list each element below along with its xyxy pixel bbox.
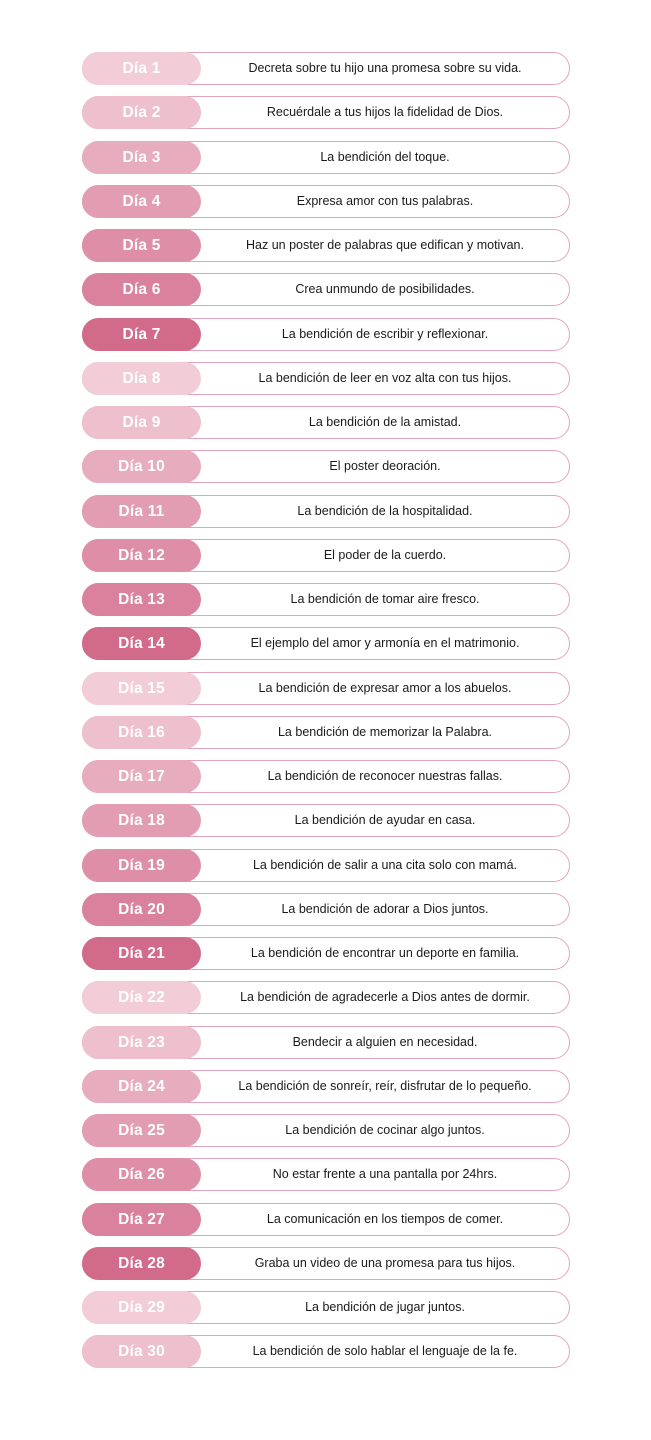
day-activity-text: Expresa amor con tus palabras. bbox=[296, 193, 474, 208]
day-row: Día 19 La bendición de salir a una cita s… bbox=[82, 848, 570, 882]
day-activity-text: La bendición de cocinar algo juntos. bbox=[285, 1123, 485, 1137]
day-list: Día 1 Decreta sobre tu hijo una promesa s… bbox=[82, 52, 570, 1380]
day-row: Día 23 Bendecir a alguien en necesidad. bbox=[82, 1025, 570, 1059]
day-row: Día 11 La bendición de la hospitalidad. bbox=[82, 494, 570, 528]
day-badge: Día 24 bbox=[82, 1069, 201, 1103]
day-row: Día 14 El ejemplo del amor y armonía en e… bbox=[82, 627, 570, 661]
day-activity-text: La bendición de expresar amor a los abue… bbox=[258, 680, 512, 695]
day-activity-text: La bendición de jugar juntos. bbox=[305, 1300, 465, 1314]
day-badge: Día 15 bbox=[82, 671, 201, 705]
day-row: Día 15 La bendición de expresar amor a lo… bbox=[82, 671, 570, 705]
day-badge: Día 19 bbox=[82, 848, 201, 882]
day-activity-text: La bendición de escribir y reflexionar. bbox=[281, 326, 489, 341]
day-activity-text: Graba un video de una promesa para tus h… bbox=[254, 1255, 516, 1270]
day-badge: Día 27 bbox=[82, 1202, 201, 1236]
day-row: Día 18 La bendición de ayudar en casa. bbox=[82, 804, 570, 838]
day-activity-text: El poster deoración. bbox=[329, 459, 441, 474]
day-row: Día 2 Recuérdale a tus hijos la fidelidad… bbox=[82, 96, 570, 130]
day-activity-text: Crea unmundo de posibilidades. bbox=[295, 282, 475, 297]
day-badge: Día 5 bbox=[82, 229, 201, 262]
day-badge: Día 7 bbox=[82, 317, 201, 351]
day-activity-text: Haz un poster de palabras que edifican y… bbox=[246, 238, 524, 252]
day-activity-text: La bendición de adorar a Dios juntos. bbox=[281, 901, 489, 916]
day-activity-text: No estar frente a una pantalla por 24hrs… bbox=[272, 1167, 498, 1182]
day-row: Día 10 El poster deoración. bbox=[82, 450, 570, 484]
day-row: Día 25 La bendición de cocinar algo junto… bbox=[82, 1114, 570, 1147]
day-badge: Día 25 bbox=[82, 1114, 201, 1147]
day-row: Día 22 La bendición de agradecerle a Dios… bbox=[82, 981, 570, 1015]
day-badge: Día 28 bbox=[82, 1246, 201, 1280]
day-badge: Día 1 bbox=[82, 52, 201, 85]
day-badge: Día 2 bbox=[82, 96, 201, 130]
day-row: Día 26 No estar frente a una pantalla por… bbox=[82, 1158, 570, 1192]
day-badge: Día 16 bbox=[82, 715, 201, 749]
day-activity-text: Recuérdale a tus hijos la fidelidad de D… bbox=[266, 105, 504, 120]
day-badge: Día 26 bbox=[82, 1158, 201, 1192]
day-activity-text: La bendición del toque. bbox=[320, 149, 450, 164]
day-activity-text: La bendición de encontrar un deporte en … bbox=[250, 946, 520, 960]
day-activity-text: El ejemplo del amor y armonía en el matr… bbox=[250, 636, 520, 651]
day-activity-text: La bendición de la hospitalidad. bbox=[297, 503, 473, 518]
day-badge: Día 22 bbox=[82, 981, 201, 1015]
day-row: Día 17 La bendición de reconocer nuestras… bbox=[82, 760, 570, 793]
day-row: Día 6 Crea unmundo de posibilidades. bbox=[82, 273, 570, 307]
day-row: Día 16 La bendición de memorizar la Palab… bbox=[82, 715, 570, 749]
day-row: Día 27 La comunicación en los tiempos de … bbox=[82, 1202, 570, 1236]
day-badge: Día 23 bbox=[82, 1025, 201, 1059]
day-badge: Día 14 bbox=[82, 627, 201, 661]
day-badge: Día 18 bbox=[82, 804, 201, 838]
day-badge: Día 6 bbox=[82, 273, 201, 307]
day-row: Día 29 La bendición de jugar juntos. bbox=[82, 1291, 570, 1324]
day-row: Día 30 La bendición de solo hablar el len… bbox=[82, 1335, 570, 1369]
day-row: Día 13 La bendición de tomar aire fresco. bbox=[82, 583, 570, 616]
day-activity-text: La bendición de leer en voz alta con tus… bbox=[258, 370, 512, 385]
day-row: Día 5 Haz un poster de palabras que edifi… bbox=[82, 229, 570, 262]
day-badge: Día 8 bbox=[82, 361, 201, 395]
day-badge: Día 10 bbox=[82, 450, 201, 484]
day-badge: Día 20 bbox=[82, 892, 201, 926]
day-activity-text: El poder de la cuerdo. bbox=[323, 547, 447, 562]
day-row: Día 8 La bendición de leer en voz alta co… bbox=[82, 361, 570, 395]
day-activity-text: La bendición de reconocer nuestras falla… bbox=[267, 769, 503, 783]
day-activity-text: La bendición de memorizar la Palabra. bbox=[277, 724, 492, 739]
day-row: Día 24 La bendición de sonreír, reír, dis… bbox=[82, 1069, 570, 1103]
day-badge: Día 13 bbox=[82, 583, 201, 616]
day-badge: Día 30 bbox=[82, 1335, 201, 1369]
day-activity-text: La comunicación en los tiempos de comer. bbox=[266, 1211, 504, 1226]
day-activity-text: Bendecir a alguien en necesidad. bbox=[292, 1034, 478, 1049]
day-activity-text: La bendición de sonreír, reír, disfrutar… bbox=[238, 1078, 532, 1093]
day-row: Día 7 La bendición de escribir y reflexio… bbox=[82, 317, 570, 351]
day-badge: Día 21 bbox=[82, 937, 201, 970]
day-activity-text: Decreta sobre tu hijo una promesa sobre … bbox=[248, 61, 522, 75]
day-row: Día 28 Graba un video de una promesa para… bbox=[82, 1246, 570, 1280]
day-activity-text: La bendición de salir a una cita solo co… bbox=[252, 857, 518, 872]
day-activity-text: La bendición de ayudar en casa. bbox=[294, 813, 476, 828]
day-badge: Día 17 bbox=[82, 760, 201, 793]
day-row: Día 12 El poder de la cuerdo. bbox=[82, 538, 570, 572]
day-badge: Día 9 bbox=[82, 406, 201, 439]
day-row: Día 4 Expresa amor con tus palabras. bbox=[82, 184, 570, 218]
day-row: Día 9 La bendición de la amistad. bbox=[82, 406, 570, 439]
day-row: Día 20 La bendición de adorar a Dios junt… bbox=[82, 892, 570, 926]
day-badge: Día 29 bbox=[82, 1291, 201, 1324]
day-badge: Día 3 bbox=[82, 140, 201, 174]
day-badge: Día 12 bbox=[82, 538, 201, 572]
day-row: Día 3 La bendición del toque. bbox=[82, 140, 570, 174]
day-activity-text: La bendición de agradecerle a Dios antes… bbox=[240, 990, 530, 1005]
day-badge: Día 4 bbox=[82, 184, 201, 218]
day-row: Día 1 Decreta sobre tu hijo una promesa s… bbox=[82, 52, 570, 85]
day-badge: Día 11 bbox=[82, 494, 201, 528]
day-activity-text: La bendición de solo hablar el lenguaje … bbox=[252, 1344, 518, 1359]
day-row: Día 21 La bendición de encontrar un depor… bbox=[82, 937, 570, 970]
day-activity-text: La bendición de tomar aire fresco. bbox=[290, 592, 480, 606]
day-activity-text: La bendición de la amistad. bbox=[308, 415, 462, 429]
